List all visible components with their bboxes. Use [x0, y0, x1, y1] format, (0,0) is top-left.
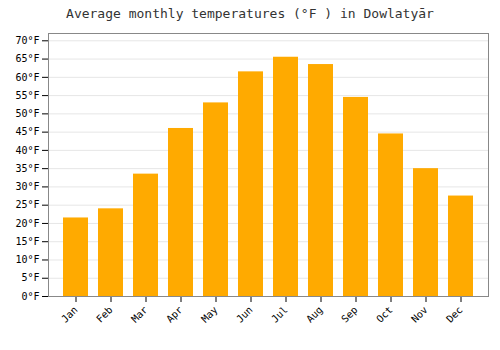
svg-text:35°F: 35°F	[15, 163, 39, 174]
svg-text:Nov: Nov	[409, 304, 430, 325]
svg-text:5°F: 5°F	[21, 272, 39, 283]
svg-text:0°F: 0°F	[21, 291, 39, 302]
svg-text:Apr: Apr	[164, 304, 185, 325]
svg-text:May: May	[199, 304, 220, 325]
svg-text:40°F: 40°F	[15, 145, 39, 156]
svg-text:65°F: 65°F	[15, 53, 39, 64]
svg-text:Feb: Feb	[94, 304, 115, 325]
svg-text:Dec: Dec	[444, 304, 465, 325]
svg-text:Sep: Sep	[339, 304, 360, 325]
svg-text:45°F: 45°F	[15, 126, 39, 137]
html-text:Average monthly temperatures (: Average monthly temperatures (°F ) in Do…	[66, 6, 434, 21]
svg-text:Oct: Oct	[374, 304, 395, 325]
svg-text:Jun: Jun	[234, 304, 255, 325]
svg-text:Aug: Aug	[304, 304, 325, 325]
svg-text:70°F: 70°F	[15, 35, 39, 46]
svg-text:50°F: 50°F	[15, 108, 39, 119]
svg-text:30°F: 30°F	[15, 181, 39, 192]
svg-text:55°F: 55°F	[15, 90, 39, 101]
svg-text:Jul: Jul	[269, 304, 290, 325]
svg-text:Jan: Jan	[59, 304, 80, 325]
svg-text:25°F: 25°F	[15, 199, 39, 210]
svg-text:20°F: 20°F	[15, 218, 39, 229]
svg-text:15°F: 15°F	[15, 236, 39, 247]
svg-text:60°F: 60°F	[15, 72, 39, 83]
svg-text:10°F: 10°F	[15, 254, 39, 265]
svg-text:Mar: Mar	[129, 304, 150, 325]
